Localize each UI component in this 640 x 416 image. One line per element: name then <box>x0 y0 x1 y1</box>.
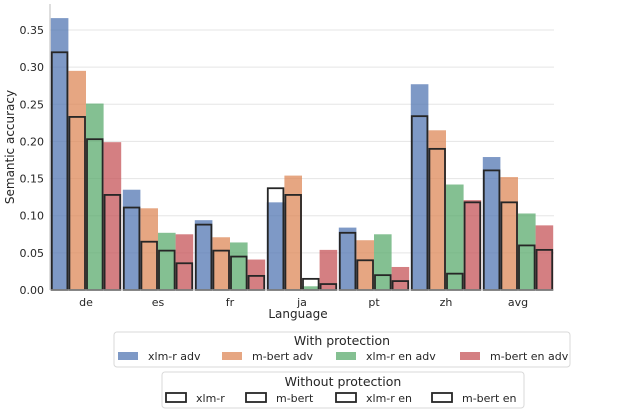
bar-xlm-r-en-adv <box>302 286 320 290</box>
bar-xlm-r-adv <box>194 220 213 290</box>
y-tick-label: 0.00 <box>20 284 45 297</box>
bar-xlm-r-adv <box>122 189 141 290</box>
legend-label: xlm-r <box>196 392 225 405</box>
y-tick-label: 0.20 <box>20 135 45 148</box>
axes <box>49 4 554 291</box>
y-tick-label: 0.15 <box>20 173 45 186</box>
bar-xlm-r-adv <box>482 157 501 290</box>
y-tick-labels: 0.00 0.05 0.10 0.15 0.20 0.25 0.30 0.35 <box>20 24 45 297</box>
y-tick-label: 0.30 <box>20 61 45 74</box>
x-tick-label: zh <box>440 296 453 309</box>
bar-m-bert-adv <box>500 177 518 290</box>
legend-label: xlm-r en adv <box>366 350 436 363</box>
legend-swatch <box>222 352 242 360</box>
legend-label: m-bert <box>276 392 314 405</box>
bar-m-bert-en-adv <box>463 200 482 290</box>
x-tick-label: de <box>79 296 93 309</box>
bar-m-bert-adv <box>68 70 86 290</box>
x-tick-labels: de es fr ja pt zh avg <box>79 296 528 309</box>
x-tick-label: pt <box>368 296 380 309</box>
legend-label: xlm-r adv <box>148 350 201 363</box>
bars-with-protection <box>50 18 554 291</box>
x-tick-label: fr <box>226 296 235 309</box>
y-tick-label: 0.25 <box>20 98 45 111</box>
bar-m-bert-en-adv <box>103 142 122 290</box>
bar-xlm-r-adv <box>410 84 429 290</box>
bar-m-bert-adv <box>428 130 446 290</box>
bar-xlm-r-en-adv <box>374 234 392 290</box>
legend-swatch <box>165 392 187 403</box>
legend-label: m-bert en adv <box>490 350 569 363</box>
legend-swatch <box>460 352 480 360</box>
legend-swatch <box>335 392 357 403</box>
x-tick-label: ja <box>296 296 307 309</box>
y-tick-label: 0.10 <box>20 210 45 223</box>
bar-xlm-r-adv <box>338 227 357 290</box>
bar-m-bert-en-adv <box>247 259 266 290</box>
legend-label: m-bert adv <box>252 350 313 363</box>
legend-without-protection: Without protection xlm-r m-bert xlm-r en m-… <box>161 371 525 409</box>
bar-m-bert-adv <box>140 208 158 290</box>
bar-xlm-r-en-adv <box>446 184 464 290</box>
bar-m-bert-en-adv <box>535 225 554 290</box>
x-axis-title: Language <box>268 307 327 321</box>
legend-label: xlm-r en <box>366 392 412 405</box>
bar-xlm-r-en-adv <box>230 242 248 290</box>
legend-swatch <box>245 392 267 403</box>
legend-title: Without protection <box>285 374 402 389</box>
legend-box <box>161 371 525 409</box>
legend-swatch <box>431 392 453 403</box>
bar-m-bert-en-adv <box>391 266 410 290</box>
bar-m-bert-adv <box>284 175 302 290</box>
y-tick-label: 0.35 <box>20 24 45 37</box>
legend-with-protection: With protection xlm-r adv m-bert adv xlm-r… <box>113 331 571 368</box>
legend-swatch <box>336 352 356 360</box>
y-tick-label: 0.05 <box>20 247 45 260</box>
x-tick-label: es <box>152 296 165 309</box>
bar-xlm-r-en-adv <box>518 213 536 290</box>
bar-xlm-r-adv <box>266 202 285 290</box>
bar-m-bert-adv <box>356 240 374 290</box>
legend-label: m-bert en <box>462 392 517 405</box>
legend-title: With protection <box>294 333 390 348</box>
bar-m-bert-adv <box>212 237 230 290</box>
x-tick-label: avg <box>508 296 528 309</box>
legend-swatch <box>118 352 138 360</box>
bar-xlm-r-adv <box>50 18 69 290</box>
bar-m-bert-en-adv <box>175 234 194 290</box>
bar-xlm-r-en-adv <box>86 103 104 291</box>
bar-m-bert-en-adv <box>319 249 338 290</box>
bar-xlm-r-en-adv <box>158 232 176 290</box>
y-axis-title: Semantic accuracy <box>3 90 17 204</box>
